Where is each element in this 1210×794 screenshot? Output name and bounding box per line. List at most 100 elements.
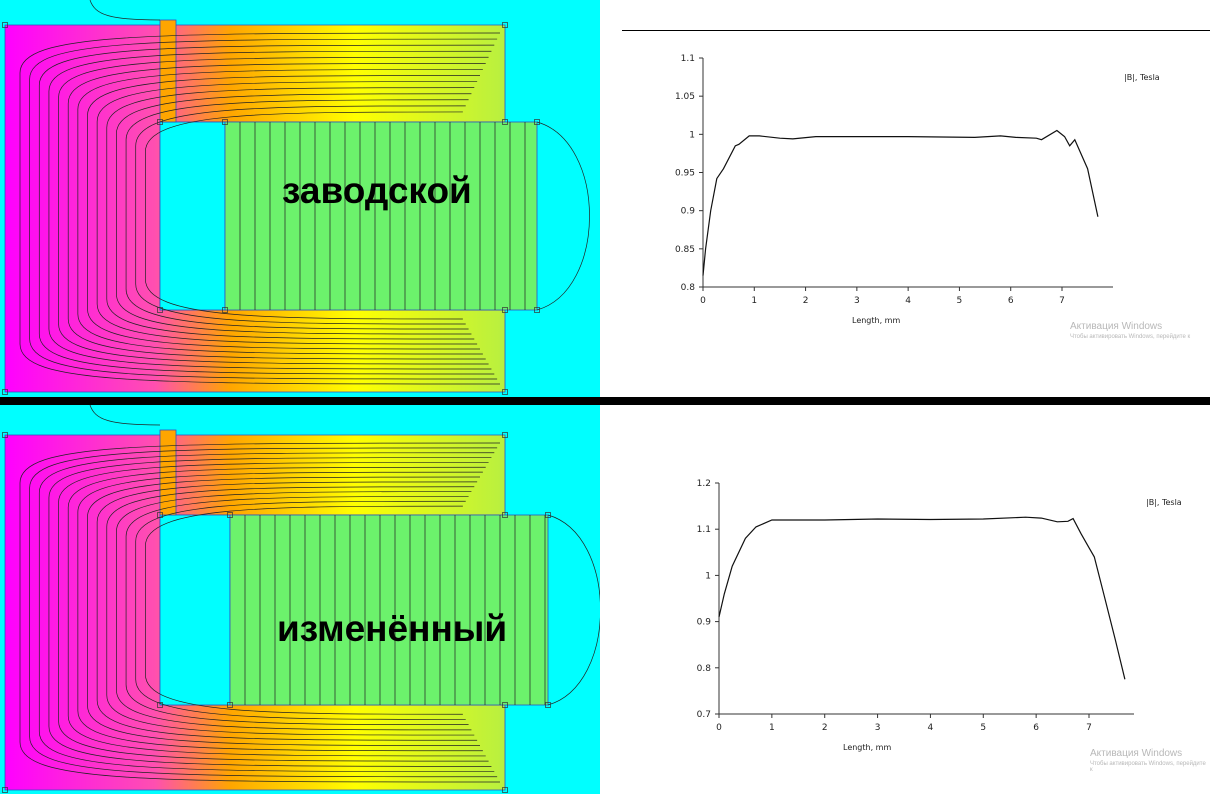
geometry-node	[502, 702, 508, 708]
geometry-node	[222, 307, 228, 313]
geometry-node	[222, 119, 228, 125]
chart-factory: 0.8 0.85 0.9 0.95 1 1.05 1.1 0 1 2 3 4 5 6 7 Length, mm…	[675, 54, 1160, 325]
flux-line	[96, 81, 478, 345]
flux-line	[29, 447, 498, 778]
geometry-node	[502, 787, 508, 793]
watermark-subtitle: Чтобы активировать Windows, перейдите к	[1070, 334, 1191, 340]
flux-line	[67, 466, 486, 757]
y-tick-label: 1	[705, 571, 711, 581]
flux-line	[116, 93, 472, 335]
flux-line	[38, 452, 495, 772]
flux-line	[19, 32, 501, 385]
flux-line	[135, 105, 466, 325]
x-tick-label: 0	[716, 723, 722, 733]
y-tick-label: 1	[689, 130, 695, 140]
y-tick-label: 0.85	[675, 245, 695, 255]
flux-line	[145, 111, 463, 320]
flux-line	[536, 121, 590, 311]
series-line-B	[718, 516, 1126, 680]
geometry-node	[2, 389, 8, 395]
flux-line	[87, 75, 481, 350]
geometry-node	[157, 702, 163, 708]
femm-field-plot-modified	[0, 405, 600, 794]
geometry-node	[502, 389, 508, 395]
x-tick-label: 2	[803, 296, 809, 306]
flux-line	[96, 481, 478, 741]
flux-line	[58, 56, 489, 365]
y-tick-label: 0.9	[681, 207, 696, 217]
chart-modified: 0.7 0.8 0.9 1 1.1 1.2 0 1 2 3 4 5 6 7 Length, mm |B|, T…	[697, 479, 1182, 752]
flux-line	[106, 486, 475, 736]
legend-label: |B|, Tesla	[1146, 498, 1182, 507]
geometry-node	[502, 432, 508, 438]
x-tick-label: 2	[822, 723, 828, 733]
geometry-node	[534, 119, 540, 125]
y-tick-label: 0.9	[697, 618, 712, 628]
flux-line	[547, 514, 600, 706]
x-tick-label: 4	[928, 723, 934, 733]
watermark-title-2: Активация Windows	[1090, 748, 1183, 759]
magnet-region	[229, 514, 549, 706]
y-tick-label: 0.8	[697, 664, 712, 674]
x-tick-label: 1	[769, 723, 775, 733]
flux-line	[106, 87, 475, 340]
geometry-node	[157, 512, 163, 518]
x-tick-label: 5	[980, 723, 986, 733]
watermark-title: Активация Windows	[1070, 321, 1163, 332]
y-tick-label: 1.2	[697, 479, 711, 489]
label-factory: заводской	[282, 170, 472, 211]
geometry-node	[2, 22, 8, 28]
x-tick-label: 0	[700, 296, 706, 306]
x-tick-label: 4	[905, 296, 911, 306]
flux-line	[77, 69, 483, 355]
x-tick-label: 6	[1033, 723, 1039, 733]
flux-line	[19, 442, 501, 783]
geometry-node	[157, 119, 163, 125]
flux-line	[135, 500, 466, 720]
flux-line	[48, 457, 492, 767]
x-tick-label: 3	[854, 296, 860, 306]
x-tick-label: 5	[957, 296, 963, 306]
geometry-node	[502, 22, 508, 28]
flux-line	[48, 50, 492, 370]
geometry-node	[227, 702, 233, 708]
geometry-node	[502, 512, 508, 518]
y-tick-label: 0.7	[697, 710, 711, 720]
femm-field-plot-factory	[0, 0, 600, 397]
magnet-region	[224, 121, 538, 311]
x-axis-label: Length, mm	[852, 316, 900, 325]
flux-line	[77, 471, 483, 752]
geometry-node	[157, 307, 163, 313]
x-tick-label: 7	[1086, 723, 1092, 733]
geometry-node	[545, 702, 551, 708]
flux-line	[67, 63, 486, 360]
flux-line	[89, 405, 161, 426]
air-gap-window	[159, 514, 231, 706]
geometry-node	[2, 432, 8, 438]
x-tick-label: 3	[875, 723, 881, 733]
y-tick-label: 0.95	[675, 169, 695, 179]
x-tick-label: 1	[751, 296, 757, 306]
label-modified: изменённый	[277, 608, 508, 649]
flux-line	[89, 0, 161, 21]
coil-strip	[159, 19, 177, 123]
x-axis-label: Length, mm	[843, 743, 891, 752]
air-gap-window	[159, 121, 226, 311]
x-tick-label: 6	[1008, 296, 1014, 306]
divider-line	[622, 30, 1210, 31]
x-tick-label: 7	[1059, 296, 1065, 306]
geometry-node	[534, 307, 540, 313]
flux-line	[125, 99, 469, 330]
series-line-B	[702, 129, 1099, 276]
geometry-node	[2, 787, 8, 793]
y-tick-label: 1.1	[681, 54, 695, 64]
flux-line	[116, 491, 472, 731]
geometry-node	[502, 307, 508, 313]
legend-label: |B|, Tesla	[1124, 73, 1160, 82]
y-tick-label: 1.05	[675, 92, 695, 102]
separator	[0, 397, 1210, 405]
y-tick-label: 1.1	[697, 525, 711, 535]
geometry-node	[227, 512, 233, 518]
watermark-subtitle-2: Чтобы активировать Windows, перейдите к	[1090, 761, 1206, 773]
flux-line	[125, 496, 469, 725]
